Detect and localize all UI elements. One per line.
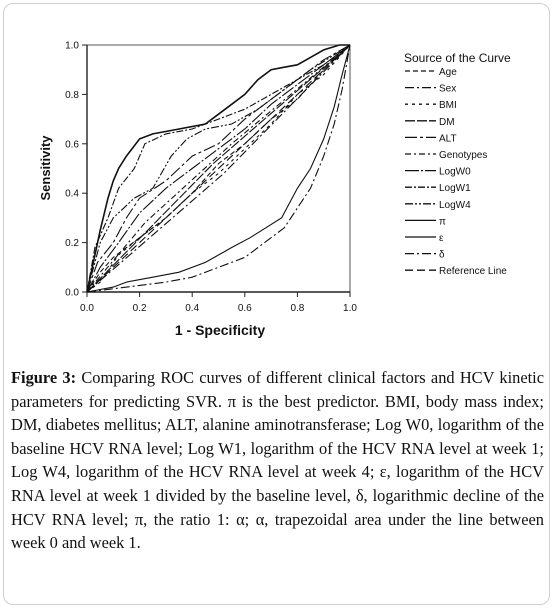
series-line-symbol-10 <box>86 44 351 293</box>
series-line-bmi-2 <box>86 44 351 293</box>
y-tick-label: 1.0 <box>65 41 79 52</box>
x-tick-label: 0.6 <box>238 303 252 314</box>
legend-label: LogW0 <box>439 167 471 178</box>
chart-axes: 0.0 0.2 0.4 0.6 0.8 1.0 0.0 0.2 0.4 0.6 0.8 1.0 <box>65 41 357 315</box>
series-line-sex-1 <box>86 44 351 293</box>
x-axis-label: 1 - Specificity <box>175 322 265 338</box>
legend-label: Age <box>439 67 457 78</box>
y-tick-label: 0.8 <box>65 90 79 101</box>
chart-legend: Source of the Curve Age Sex BMI DM ALT Genoty… <box>404 51 511 277</box>
legend-title: Source of the Curve <box>404 51 511 65</box>
x-tick-label: 0.8 <box>290 303 304 314</box>
roc-chart-svg: 0.0 0.2 0.4 0.6 0.8 1.0 0.0 0.2 0.4 0.6 0.8 1.0 Sou… <box>38 41 511 339</box>
series-line-symbol-11 <box>86 44 351 293</box>
series-line-logw1-7 <box>86 44 351 293</box>
chart-series-layer <box>86 44 351 293</box>
y-tick-label: 0.2 <box>65 238 79 249</box>
x-tick-label: 0.2 <box>133 303 147 314</box>
y-tick-label: 0.6 <box>65 139 79 150</box>
legend-label: Genotypes <box>439 150 487 161</box>
y-axis-label: Sensitivity <box>38 135 53 201</box>
series-line-genotypes-5 <box>86 44 351 293</box>
series-line-age-0 <box>86 44 351 293</box>
figure-caption: Figure 3: Comparing ROC curves of differ… <box>11 366 544 555</box>
series-line-logw4-8 <box>86 44 351 293</box>
y-tick-label: 0.4 <box>65 189 79 200</box>
series-line-logw0-6 <box>86 44 351 293</box>
legend-label: ε <box>439 233 444 244</box>
legend-label: Sex <box>439 84 456 95</box>
legend-label: Reference Line <box>439 266 507 277</box>
legend-label: BMI <box>439 100 457 111</box>
legend-label: DM <box>439 117 455 128</box>
caption-label: Figure 3: <box>11 368 77 387</box>
roc-chart: 0.0 0.2 0.4 0.6 0.8 1.0 0.0 0.2 0.4 0.6 0.8 1.0 Sou… <box>38 41 511 339</box>
x-tick-label: 0.0 <box>80 303 94 314</box>
x-tick-label: 1.0 <box>343 303 357 314</box>
legend-label: δ <box>439 250 445 261</box>
series-line-reference-line-12 <box>86 44 351 293</box>
legend-label: LogW1 <box>439 183 471 194</box>
legend-label: π <box>439 216 446 227</box>
x-tick-label: 0.4 <box>185 303 199 314</box>
y-tick-label: 0.0 <box>65 288 79 299</box>
series-line-symbol-9 <box>86 44 350 293</box>
figure-frame <box>3 3 550 605</box>
series-line-dm-3 <box>86 44 351 293</box>
series-line-alt-4 <box>86 44 351 293</box>
caption-text: Comparing ROC curves of different clinic… <box>11 368 545 553</box>
legend-label: LogW4 <box>439 200 471 211</box>
legend-label: ALT <box>439 133 457 144</box>
